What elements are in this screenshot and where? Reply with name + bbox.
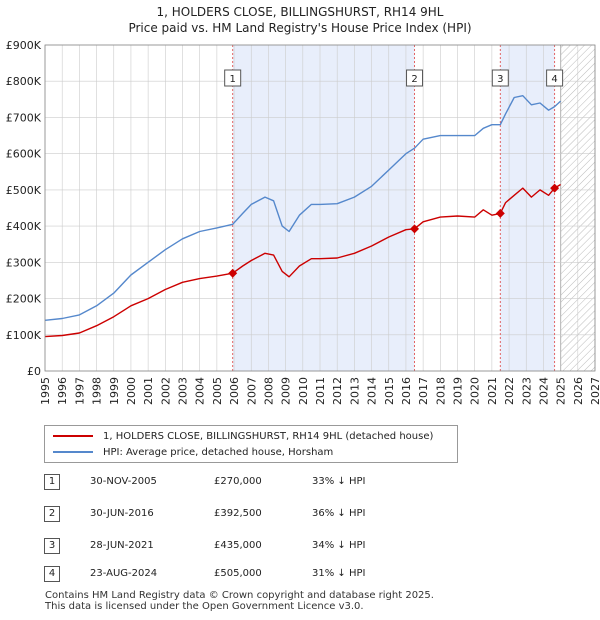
x-tick-label: 2018 — [434, 377, 447, 405]
sale-point — [550, 183, 560, 193]
x-tick-label: 2024 — [537, 377, 550, 405]
y-tick-label: £800K — [6, 75, 42, 88]
x-tick-label: 2000 — [125, 377, 138, 405]
x-tick-label: 2016 — [400, 377, 413, 405]
plot-frame — [44, 44, 596, 372]
sale-row: 4 23-AUG-2024 £505,000 31% ↓ HPI — [0, 566, 600, 584]
sale-number-box — [491, 69, 509, 87]
x-tick-label: 2011 — [314, 377, 327, 405]
sale-date: 30-NOV-2005 — [90, 476, 157, 487]
legend: 1, HOLDERS CLOSE, BILLINGSHURST, RH14 9H… — [44, 425, 458, 463]
legend-label-hpi: HPI: Average price, detached house, Hors… — [103, 446, 334, 458]
x-tick-label: 1999 — [108, 377, 121, 405]
x-tick-label: 2005 — [211, 377, 224, 405]
sale-date: 28-JUN-2021 — [90, 540, 154, 551]
y-tick-label: £600K — [6, 148, 42, 161]
sale-number-box — [546, 69, 564, 87]
legend-label-property: 1, HOLDERS CLOSE, BILLINGSHURST, RH14 9H… — [103, 430, 434, 442]
x-tick-label: 2003 — [177, 377, 190, 405]
x-tick-label: 2015 — [383, 377, 396, 405]
x-tick-label: 2019 — [452, 377, 465, 405]
y-tick-label: £300K — [6, 256, 42, 269]
x-tick-label: 2006 — [228, 377, 241, 405]
sale-badge: 4 — [44, 566, 60, 582]
sale-price: £505,000 — [214, 568, 262, 579]
sale-badge: 1 — [44, 474, 60, 490]
sale-hpi: 36% ↓ HPI — [312, 508, 366, 519]
legend-swatch-hpi — [53, 451, 93, 453]
sale-hpi: 31% ↓ HPI — [312, 568, 366, 579]
x-tick-label: 1996 — [56, 377, 69, 405]
x-tick-label: 2004 — [194, 377, 207, 405]
x-tick-label: 1995 — [39, 377, 52, 405]
x-tick-label: 2021 — [486, 377, 499, 405]
legend-item-property: 1, HOLDERS CLOSE, BILLINGSHURST, RH14 9H… — [53, 428, 433, 444]
property-series-line — [44, 183, 561, 338]
footer: Contains HM Land Registry data © Crown c… — [45, 590, 434, 612]
sale-point — [228, 268, 238, 278]
sale-point — [495, 208, 505, 218]
legend-swatch-property — [53, 435, 93, 437]
hpi-series-line — [44, 94, 562, 321]
sale-price: £392,500 — [214, 508, 262, 519]
sale-number-label: 1 — [230, 74, 236, 85]
x-tick-label: 2023 — [520, 377, 533, 405]
y-tick-label: £100K — [6, 329, 42, 342]
y-tick-label: £400K — [6, 220, 42, 233]
sale-row: 2 30-JUN-2016 £392,500 36% ↓ HPI — [0, 506, 600, 524]
x-tick-label: 2001 — [142, 377, 155, 405]
sale-price: £270,000 — [214, 476, 262, 487]
x-tick-label: 2008 — [262, 377, 275, 405]
x-tick-label: 2009 — [280, 377, 293, 405]
x-tick-label: 2017 — [417, 377, 430, 405]
x-tick-label: 1998 — [91, 377, 104, 405]
sale-number-box — [406, 69, 424, 87]
footer-licence: This data is licensed under the Open Gov… — [45, 601, 364, 612]
sale-badge: 3 — [44, 538, 60, 554]
sale-number-label: 2 — [411, 74, 417, 85]
x-tick-label: 2026 — [572, 377, 585, 405]
x-tick-label: 2007 — [245, 377, 258, 405]
x-tick-label: 2014 — [366, 377, 379, 405]
sale-hpi: 34% ↓ HPI — [312, 540, 366, 551]
x-tick-label: 2012 — [331, 377, 344, 405]
x-tick-label: 2002 — [159, 377, 172, 405]
y-tick-label: £200K — [6, 293, 42, 306]
sale-number-label: 3 — [497, 74, 503, 85]
x-tick-label: 2013 — [348, 377, 361, 405]
sale-point — [410, 224, 420, 234]
sale-hpi: 33% ↓ HPI — [312, 476, 366, 487]
sale-price: £435,000 — [214, 540, 262, 551]
sale-number-label: 4 — [551, 74, 557, 85]
legend-item-hpi: HPI: Average price, detached house, Hors… — [53, 444, 333, 460]
y-tick-label: £500K — [6, 184, 42, 197]
ownership-shade — [500, 45, 555, 371]
footer-copyright: Contains HM Land Registry data © Crown c… — [45, 590, 434, 601]
chart-title-line1: 1, HOLDERS CLOSE, BILLINGSHURST, RH14 9H… — [156, 5, 443, 19]
x-tick-label: 2025 — [555, 377, 568, 405]
sale-row: 1 30-NOV-2005 £270,000 33% ↓ HPI — [0, 474, 600, 492]
sale-badge: 2 — [44, 506, 60, 522]
sale-number-box — [224, 69, 242, 87]
chart-title-line2: Price paid vs. HM Land Registry's House … — [128, 21, 471, 35]
x-tick-label: 2020 — [469, 377, 482, 405]
x-tick-label: 1997 — [73, 377, 86, 405]
sale-row: 3 28-JUN-2021 £435,000 34% ↓ HPI — [0, 538, 600, 556]
x-tick-label: 2027 — [589, 377, 600, 405]
y-tick-label: £0 — [27, 365, 41, 378]
ownership-shade — [232, 45, 415, 371]
sale-date: 23-AUG-2024 — [90, 568, 158, 579]
x-tick-label: 2010 — [297, 377, 310, 405]
price-chart: 1, HOLDERS CLOSE, BILLINGSHURST, RH14 9H… — [6, 5, 600, 405]
y-tick-label: £900K — [6, 39, 42, 52]
y-tick-label: £700K — [6, 111, 42, 124]
sale-date: 30-JUN-2016 — [90, 508, 154, 519]
x-tick-label: 2022 — [503, 377, 516, 405]
